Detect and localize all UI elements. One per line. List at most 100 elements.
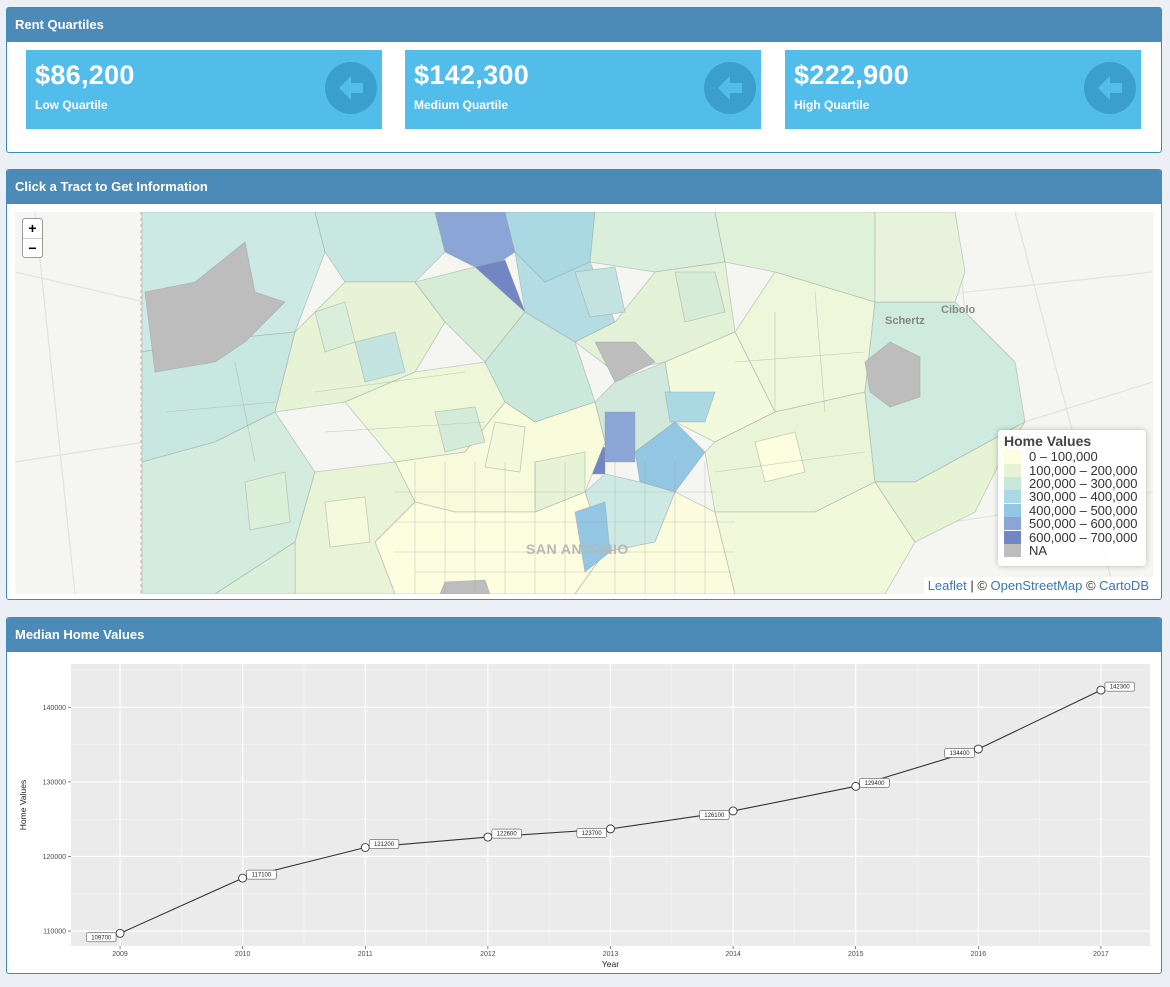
value-box-value: $222,900	[794, 60, 910, 90]
legend-label: 300,000 – 400,000	[1029, 489, 1138, 505]
legend-label: 600,000 – 700,000	[1029, 529, 1138, 545]
data-label: 134400	[950, 751, 971, 757]
data-point	[115, 928, 125, 938]
rent-quartiles-title: Rent Quartiles	[7, 8, 1161, 42]
arrow-left-icon	[704, 62, 756, 114]
x-tick-label: 2016	[971, 951, 987, 958]
legend-swatch	[1004, 450, 1021, 464]
zoom-out-button[interactable]: −	[23, 238, 42, 257]
y-tick-label: 110000	[43, 929, 66, 936]
zoom-control: + −	[22, 218, 43, 258]
legend-swatch	[1004, 530, 1021, 544]
attribution-separator: ©	[1082, 578, 1100, 593]
map-canvas[interactable]	[15, 212, 1153, 594]
map-label-town: Schertz	[885, 315, 925, 327]
data-label: 126100	[704, 813, 725, 819]
chart-svg: 110000 120000 130000 140000 2009 2010 2011 2012…	[18, 664, 1150, 969]
x-tick-label: 2009	[112, 951, 128, 958]
x-tick-label: 2017	[1093, 951, 1109, 958]
home-values-chart: 110000 120000 130000 140000 2009 2010 2011 2012…	[15, 660, 1155, 970]
data-label: 142300	[1110, 685, 1131, 691]
legend-item: NA	[1004, 542, 1140, 558]
data-label-box	[944, 748, 975, 758]
osm-link[interactable]: OpenStreetMap	[990, 578, 1083, 593]
x-tick-label: 2014	[725, 951, 741, 958]
data-label: 129400	[865, 781, 886, 787]
value-box-low: $86,200 Low Quartile	[26, 50, 382, 129]
legend-item: 600,000 – 700,000	[1004, 529, 1140, 545]
legend-item: 100,000 – 200,000	[1004, 462, 1140, 478]
data-point	[360, 843, 370, 852]
x-tick-label: 2013	[603, 951, 619, 958]
x-tick-label: 2015	[848, 951, 864, 958]
legend-label: NA	[1029, 542, 1048, 558]
median-home-values-box: Median Home Values 110000 120000 130000 140…	[6, 617, 1162, 974]
value-box-value: $142,300	[414, 60, 530, 90]
rent-quartiles-box: Rent Quartiles $86,200 Low Quartile $142…	[6, 7, 1162, 153]
legend-swatch	[1004, 463, 1021, 477]
map-attribution: Leaflet | © OpenStreetMap © CartoDB	[923, 577, 1153, 594]
legend-swatch	[1004, 543, 1021, 557]
value-box-label: Low Quartile	[35, 98, 108, 112]
map-label-city: SAN ANTONIO	[526, 541, 629, 557]
tracts	[141, 212, 1026, 594]
data-label: 117100	[252, 873, 272, 879]
data-label-box	[1104, 681, 1135, 692]
map-box: Click a Tract to Get Information	[6, 169, 1162, 600]
legend-swatch	[1004, 503, 1021, 517]
legend-item: 200,000 – 300,000	[1004, 475, 1140, 491]
data-label-box	[491, 828, 522, 839]
data-label: 123700	[582, 831, 603, 837]
data-label-box	[246, 869, 277, 880]
legend-item: 0 – 100,000	[1004, 449, 1140, 465]
legend-label: 200,000 – 300,000	[1029, 475, 1138, 491]
data-point	[238, 873, 248, 883]
value-box-label: Medium Quartile	[414, 98, 509, 112]
y-tick-label: 130000	[43, 779, 66, 786]
zoom-in-button[interactable]: +	[28, 220, 37, 236]
map-label-town: Cibolo	[941, 304, 976, 316]
data-label-box	[576, 828, 607, 838]
value-box-label: High Quartile	[794, 98, 870, 112]
x-tick-label: 2011	[358, 951, 373, 958]
legend-label: 500,000 – 600,000	[1029, 516, 1138, 532]
data-label-box	[369, 839, 400, 849]
legend-label: 400,000 – 500,000	[1029, 502, 1138, 518]
attribution-separator: | ©	[966, 578, 991, 593]
data-label: 121200	[374, 842, 395, 848]
tract-lines	[164, 291, 866, 594]
tract-map[interactable]: SAN ANTONIO Schertz Cibolo + − Home Valu…	[15, 212, 1153, 594]
legend-item: 400,000 – 500,000	[1004, 502, 1140, 518]
x-axis-title: Year	[602, 959, 619, 969]
legend-title: Home Values	[1004, 433, 1092, 449]
data-point	[728, 806, 738, 816]
leaflet-link[interactable]: Leaflet	[927, 578, 967, 593]
data-point	[851, 781, 861, 791]
data-label-box	[859, 778, 890, 788]
value-box-value: $86,200	[35, 60, 135, 90]
legend-swatch	[1004, 476, 1021, 490]
arrow-left-icon	[325, 62, 377, 114]
median-home-values-title: Median Home Values	[7, 618, 1161, 652]
y-tick-label: 140000	[43, 705, 66, 712]
data-label: 122600	[497, 832, 518, 838]
map-box-title: Click a Tract to Get Information	[7, 170, 1161, 204]
data-point	[973, 744, 983, 754]
data-label-box	[86, 932, 117, 943]
y-tick-label: 120000	[43, 854, 66, 861]
cartodb-link[interactable]: CartoDB	[1099, 578, 1149, 593]
x-tick-label: 2010	[235, 951, 251, 958]
data-point	[606, 824, 615, 834]
value-box-high: $222,900 High Quartile	[785, 50, 1141, 129]
y-axis-title: Home Values	[18, 780, 28, 830]
data-label: 109700	[91, 935, 112, 941]
map-legend: Home Values 0 – 100,000 100,000 – 200,000…	[998, 430, 1146, 566]
value-box-medium: $142,300 Medium Quartile	[405, 50, 761, 129]
legend-item: 500,000 – 600,000	[1004, 516, 1140, 532]
legend-swatch	[1004, 490, 1021, 504]
data-label-box	[699, 810, 730, 820]
legend-label: 100,000 – 200,000	[1029, 462, 1138, 478]
data-point	[483, 832, 493, 842]
x-tick-label: 2012	[480, 951, 496, 958]
legend-label: 0 – 100,000	[1029, 449, 1098, 465]
